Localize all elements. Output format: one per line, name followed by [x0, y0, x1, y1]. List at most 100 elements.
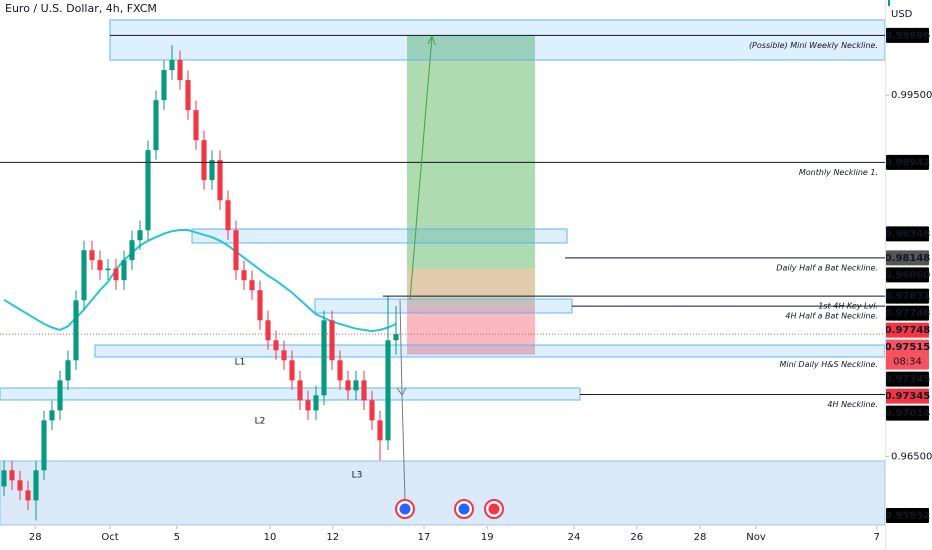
- candle-body: [361, 380, 367, 401]
- level-label: 4H Neckline.: [827, 400, 878, 409]
- candle-body: [217, 160, 223, 201]
- candle-body: [137, 230, 143, 241]
- candle-body: [257, 290, 263, 321]
- candle-body: [177, 60, 183, 81]
- candle-body: [369, 400, 375, 421]
- candle-body: [49, 410, 55, 421]
- candle-body: [113, 268, 119, 281]
- candle-body: [169, 60, 175, 71]
- x-tick-label: 24: [568, 532, 581, 543]
- target-arrow: [409, 35, 433, 301]
- candle-body: [393, 334, 399, 341]
- candle-body: [377, 420, 383, 441]
- event-icon: [458, 503, 470, 515]
- x-tick-label: 17: [418, 532, 431, 543]
- candle-body: [89, 250, 95, 261]
- candle-body: [337, 360, 343, 381]
- candle-body: [273, 340, 279, 351]
- price-label-box: [886, 154, 929, 170]
- price-label-box: [886, 305, 929, 321]
- candle-body: [25, 490, 31, 501]
- candle-body: [65, 360, 71, 381]
- event-icon: [488, 503, 500, 515]
- candle-body: [385, 340, 391, 441]
- candles: [1, 45, 399, 521]
- price-label-box: [886, 322, 929, 338]
- candle-body: [73, 300, 79, 361]
- price-label: 0.97748: [885, 308, 931, 319]
- candle-body: [105, 268, 111, 271]
- candle-body: [97, 260, 103, 271]
- price-label-box: [886, 339, 929, 370]
- candle-body: [193, 110, 199, 141]
- x-tick-label: 12: [326, 532, 339, 543]
- price-label-box: [886, 388, 929, 404]
- candle-body: [201, 140, 207, 181]
- price-label-box: [886, 250, 929, 266]
- candle-body: [329, 320, 335, 361]
- arrow-head: [396, 387, 407, 396]
- arrow-head: [427, 34, 436, 46]
- swing-label: L3: [352, 471, 363, 481]
- level-label: Mini Daily H&S Neckline.: [779, 360, 878, 369]
- candle-body: [121, 260, 127, 281]
- price-label: 0.98148: [885, 253, 931, 264]
- level-label: Monthly Neckline 1.: [799, 168, 878, 177]
- event-icon: [399, 503, 411, 515]
- price-label: 0.97515: [885, 342, 931, 353]
- candle-body: [353, 380, 359, 391]
- price-label: 0.95952: [885, 511, 931, 522]
- candle-body: [249, 280, 255, 291]
- candle-body: [153, 100, 159, 151]
- candle-body: [209, 160, 215, 181]
- x-tick-label: 19: [481, 532, 494, 543]
- x-tick-label: 28: [694, 532, 707, 543]
- x-tick-label: 10: [264, 532, 277, 543]
- candle-body: [289, 360, 295, 381]
- level-zone: [191, 228, 568, 244]
- candle-body: [321, 320, 327, 396]
- swing-label: L2: [255, 417, 266, 427]
- demand-zone: [0, 460, 886, 526]
- candle-body: [57, 380, 63, 411]
- y-tick-label: 0.99500: [891, 90, 932, 101]
- currency: USD: [891, 9, 913, 20]
- price-label: 0.97345: [885, 391, 931, 402]
- price-label: 0.97345: [885, 374, 931, 385]
- price-label: 0.97831: [885, 291, 931, 302]
- x-tick-label: 5: [174, 532, 180, 543]
- price-label-box: [886, 267, 929, 283]
- price-label-box: [886, 226, 929, 242]
- candle-body: [265, 320, 271, 341]
- level-zone: [94, 344, 886, 358]
- chart-title: Euro / U.S. Dollar, 4h, FXCM: [5, 2, 157, 15]
- price-label-box: [886, 371, 929, 387]
- price-label-box: [886, 288, 929, 304]
- level-label: Daily Half a Bat Neckline.: [776, 263, 878, 272]
- candle-body: [161, 70, 167, 101]
- swing-label: L1: [235, 358, 246, 368]
- price-label: 0.99996: [885, 30, 931, 41]
- price-label: 0.97014: [885, 408, 931, 419]
- candle-body: [17, 480, 23, 491]
- price-label: 0.98942: [885, 157, 931, 168]
- level-zone: [109, 19, 886, 61]
- price-label: 0.97748: [885, 325, 931, 336]
- candle-body: [129, 240, 135, 261]
- candle-body: [305, 400, 311, 411]
- candle-body: [241, 270, 247, 281]
- candle-body: [297, 380, 303, 401]
- candle-body: [345, 380, 351, 391]
- x-tick-label: 7: [874, 532, 880, 543]
- candle-body: [281, 350, 287, 361]
- candle-body: [41, 420, 47, 471]
- level-zone: [314, 298, 573, 314]
- y-tick-label: 0.96500: [891, 451, 932, 462]
- x-tick-label: Oct: [101, 532, 118, 543]
- stop-zone: [407, 306, 535, 355]
- x-tick-label: 28: [29, 532, 42, 543]
- countdown: 08:34: [893, 357, 922, 368]
- candle-body: [33, 470, 39, 501]
- overlap-zone: [407, 268, 535, 307]
